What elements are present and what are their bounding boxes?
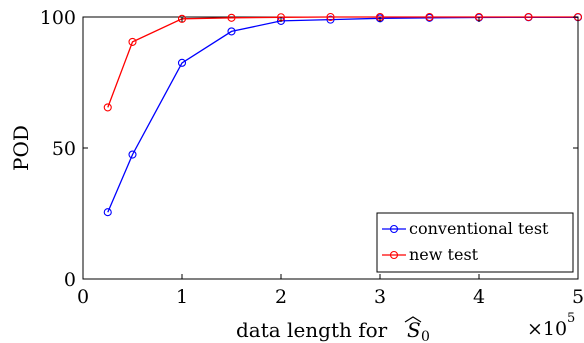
- x-axis-exponent-power: 5: [567, 311, 575, 326]
- data-point: [326, 12, 335, 22]
- data-point: [128, 150, 137, 159]
- data-point: [128, 37, 137, 46]
- series-layer: [103, 12, 583, 217]
- data-point: [177, 14, 187, 23]
- x-axis-exponent-base: ×10: [527, 318, 567, 340]
- data-point: [425, 12, 434, 22]
- data-point: [326, 15, 335, 24]
- legend-swatch-marker: [389, 250, 399, 260]
- x-axis-exponent: ×10 5: [527, 311, 575, 340]
- x-tick-label: 0: [77, 286, 89, 308]
- legend-swatch-marker: [389, 224, 399, 234]
- x-axis-label: data length for S 0: [236, 316, 430, 343]
- legend-entry-label: new test: [409, 245, 479, 264]
- y-axis-label: POD: [9, 125, 33, 171]
- x-tick-label: 2: [275, 286, 287, 308]
- legend: conventional test new test: [376, 212, 574, 273]
- data-point: [103, 208, 112, 217]
- x-axis-label-hat: [404, 316, 422, 323]
- x-axis-label-symbol: S: [407, 318, 421, 342]
- legend-entry-label: conventional test: [409, 219, 549, 238]
- x-tick-label: 4: [473, 286, 485, 308]
- y-tick-label: 50: [52, 138, 76, 160]
- x-tick-label: 3: [374, 286, 386, 308]
- data-point: [227, 13, 236, 22]
- data-point: [103, 103, 112, 112]
- legend-box: [376, 212, 574, 273]
- y-tick-label: 100: [40, 7, 76, 29]
- data-point: [177, 58, 187, 67]
- data-point: [227, 27, 236, 36]
- x-tick-label: 1: [176, 286, 188, 308]
- series-line: [107, 16, 578, 108]
- x-axis-label-text: data length for: [236, 318, 394, 342]
- y-tick-label: 0: [64, 269, 76, 291]
- data-point: [524, 12, 533, 22]
- x-axis-label-subscript: 0: [421, 329, 430, 343]
- x-tick-label: 5: [572, 286, 584, 308]
